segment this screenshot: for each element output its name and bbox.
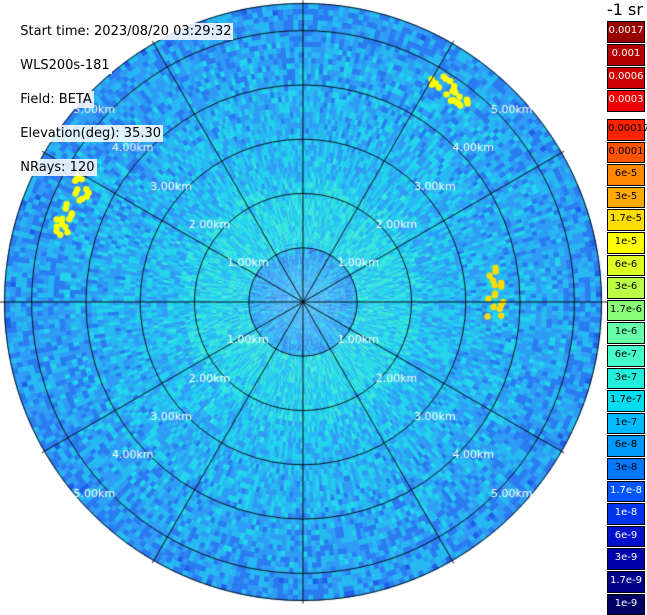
colorbar-level: 3e-6	[607, 277, 645, 299]
colorbar-level: 0.0001	[607, 141, 645, 164]
colorbar-level: 1e-9	[607, 593, 645, 615]
colorbar-level: 6e-7	[607, 345, 645, 367]
colorbar-level: 1.7e-6	[607, 299, 645, 322]
colorbar-unit: -1 sr	[607, 0, 643, 19]
colorbar-level: 1e-5	[607, 232, 645, 254]
colorbar-level: 1e-8	[607, 503, 645, 525]
colorbar-level: 1e-7	[607, 412, 645, 435]
colorbar-level: 0.001	[607, 44, 645, 66]
scan-info: Start time: 2023/08/20 03:29:32 WLS200s-…	[10, 6, 234, 176]
colorbar-level: 6e-9	[607, 525, 645, 548]
colorbar-level: 1.7e-8	[607, 480, 645, 503]
colorbar-level: 1.7e-9	[607, 571, 645, 593]
start-time: Start time: 2023/08/20 03:29:32	[18, 23, 234, 40]
colorbar-level: 0.0017	[607, 21, 645, 43]
colorbar-level: 1.7e-5	[607, 209, 645, 231]
colorbar-level: 0.0003	[607, 90, 645, 112]
nrays: NRays: 120	[18, 159, 97, 176]
colorbar-level: 0.0006	[607, 67, 645, 89]
colorbar-level: 6e-6	[607, 254, 645, 277]
colorbar-level: 0.00017	[607, 119, 647, 141]
colorbar-level: 1e-6	[607, 322, 645, 344]
colorbar-level: 6e-5	[607, 164, 645, 186]
instrument-id: WLS200s-181	[18, 57, 112, 74]
field-name: Field: BETA	[18, 91, 94, 108]
elevation: Elevation(deg): 35.30	[18, 125, 164, 142]
colorbar-level: 3e-8	[607, 458, 645, 480]
colorbar-level: 3e-5	[607, 186, 645, 209]
colorbar-level: 6e-8	[607, 435, 645, 457]
colorbar-level: 3e-9	[607, 548, 645, 570]
colorbar-level: 1.7e-7	[607, 390, 645, 412]
colorbar-level: 3e-7	[607, 367, 645, 390]
